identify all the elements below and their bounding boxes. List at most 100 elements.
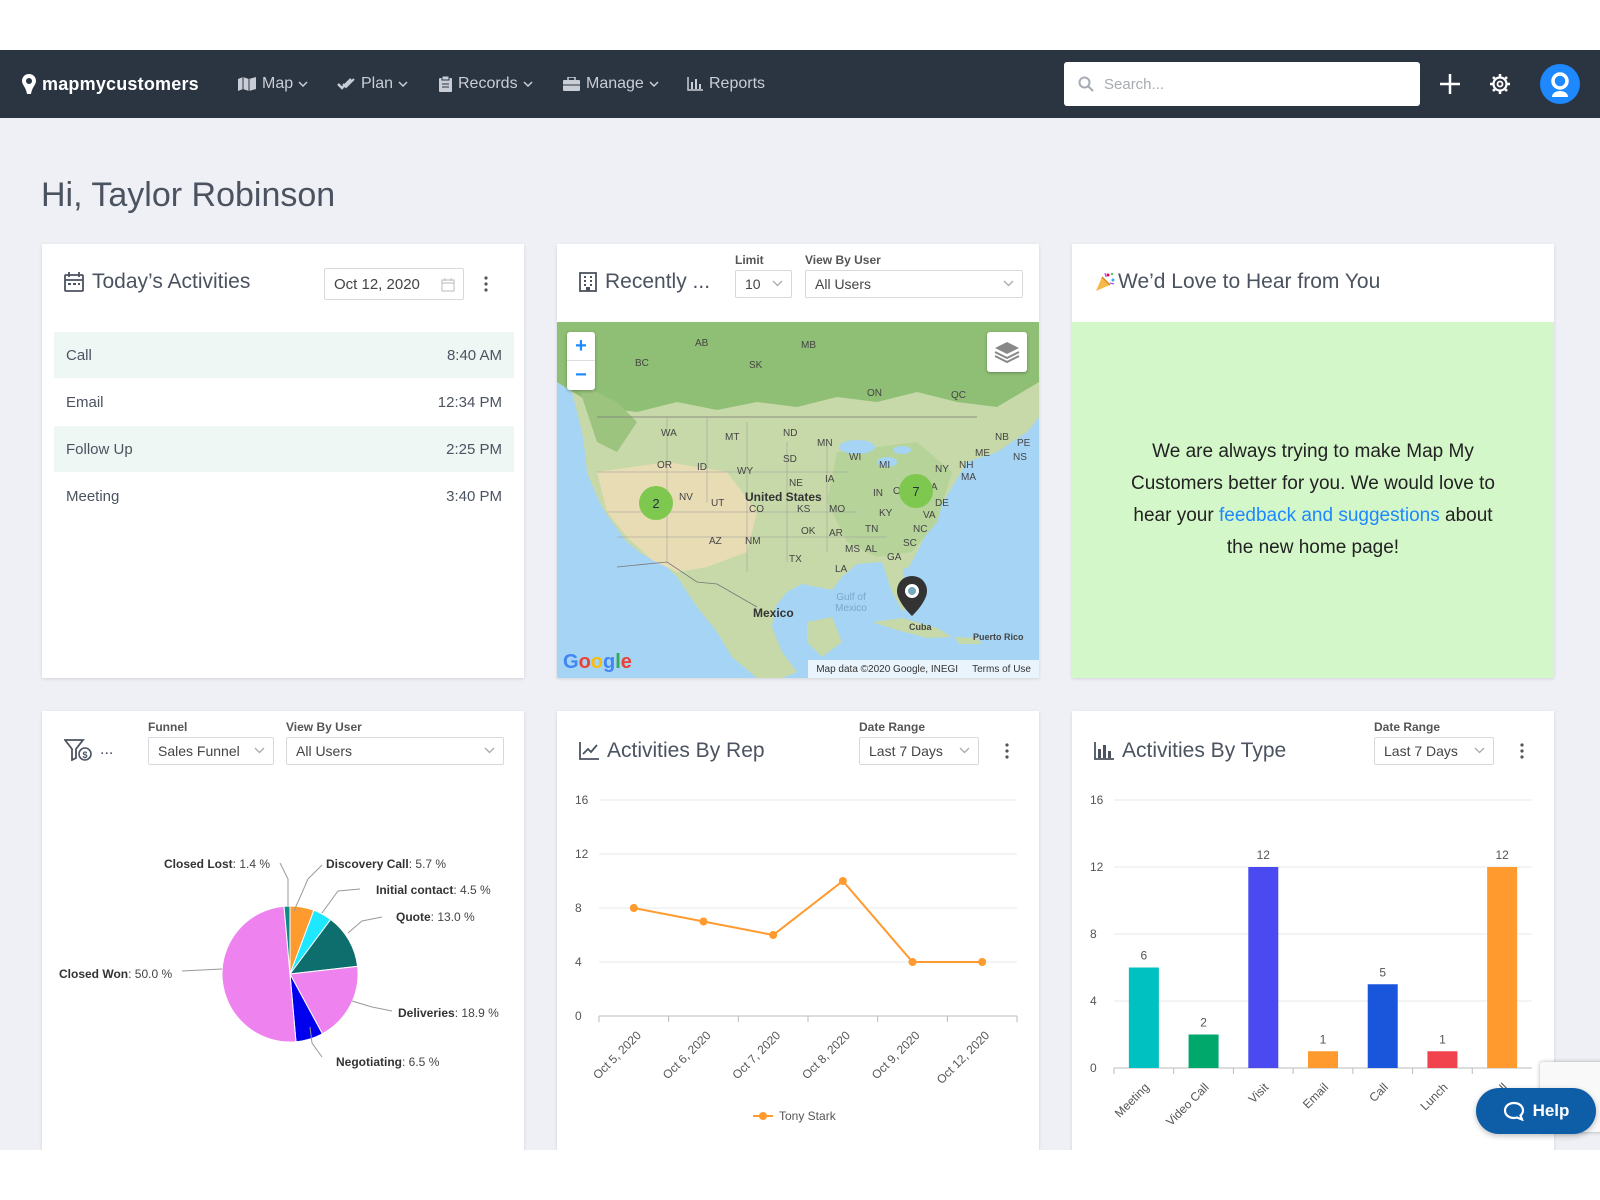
activity-name: Call bbox=[66, 346, 92, 364]
zoom-in-button[interactable]: + bbox=[567, 332, 595, 361]
activity-row[interactable]: Call 8:40 AM bbox=[54, 332, 514, 378]
nav-plan-label: Plan bbox=[361, 75, 394, 92]
map-label: NV bbox=[679, 492, 693, 503]
limit-value: 10 bbox=[745, 276, 761, 292]
map-cluster[interactable]: 7 bbox=[899, 474, 933, 508]
map-label: MI bbox=[879, 460, 891, 471]
pie-label-closed-lost: Closed Lost: 1.4 % bbox=[164, 857, 271, 871]
chat-bubble-icon bbox=[1503, 1101, 1524, 1121]
y-tick-label: 12 bbox=[575, 847, 589, 861]
view-by-user-select[interactable]: All Users bbox=[286, 737, 504, 765]
rep-chart-menu-button[interactable] bbox=[997, 739, 1017, 763]
gear-icon bbox=[1490, 74, 1510, 94]
funnel-value: Sales Funnel bbox=[158, 743, 240, 759]
help-button[interactable]: Help bbox=[1476, 1088, 1596, 1134]
add-button[interactable] bbox=[1432, 66, 1468, 102]
view-by-user-value: All Users bbox=[815, 276, 872, 292]
data-point bbox=[769, 931, 778, 939]
y-tick-label: 4 bbox=[575, 955, 582, 969]
map-attribution: Map data ©2020 Google, INEGI Terms of Us… bbox=[808, 660, 1039, 678]
date-range-value: Last 7 Days bbox=[869, 743, 943, 759]
chevron-down-icon bbox=[649, 81, 659, 87]
map-label: OR bbox=[657, 460, 672, 471]
x-tick-label: Oct 7, 2020 bbox=[730, 1028, 784, 1082]
funnel-dollar-icon: $ bbox=[64, 739, 92, 761]
limit-select[interactable]: 10 bbox=[735, 270, 792, 298]
data-point bbox=[629, 904, 638, 912]
date-range-label: Date Range bbox=[1374, 720, 1441, 734]
todays-activities-title: Today’s Activities bbox=[64, 270, 250, 294]
nav-manage[interactable]: Manage bbox=[563, 72, 659, 96]
activities-menu-button[interactable] bbox=[476, 272, 496, 296]
chevron-down-icon bbox=[254, 747, 265, 754]
map-label: AL bbox=[865, 544, 878, 555]
activities-by-rep-card: Activities By Rep Date Range Last 7 Days… bbox=[557, 711, 1039, 1150]
map-label: NM bbox=[745, 536, 761, 547]
search-input[interactable] bbox=[1104, 75, 1404, 93]
pie-label-pct: 50.0 % bbox=[134, 967, 173, 981]
map-label: WI bbox=[849, 452, 862, 463]
activity-row[interactable]: Email 12:34 PM bbox=[54, 379, 514, 425]
view-by-user-label: View By User bbox=[805, 253, 881, 267]
pie-leader-line bbox=[347, 916, 383, 934]
map-label: MB bbox=[801, 340, 816, 351]
date-range-select[interactable]: Last 7 Days bbox=[1374, 737, 1494, 765]
map-layers-button[interactable] bbox=[987, 332, 1027, 372]
limit-label: Limit bbox=[735, 253, 764, 267]
map-label: ON bbox=[867, 388, 882, 399]
map-label: IA bbox=[825, 474, 835, 485]
nav-records[interactable]: Records bbox=[439, 72, 533, 96]
zoom-out-button[interactable]: − bbox=[575, 364, 587, 386]
map-label: SC bbox=[903, 538, 917, 549]
feedback-link[interactable]: feedback and suggestions bbox=[1218, 505, 1440, 526]
date-picker[interactable]: Oct 12, 2020 bbox=[324, 268, 464, 300]
pie-leader-line bbox=[293, 864, 323, 912]
map-cluster[interactable]: 2 bbox=[639, 486, 673, 520]
page-greeting: Hi, Taylor Robinson bbox=[41, 176, 336, 214]
funnel-select[interactable]: Sales Funnel bbox=[148, 737, 274, 765]
date-range-select[interactable]: Last 7 Days bbox=[859, 737, 979, 765]
pie-label-quote: Quote: 13.0 % bbox=[396, 910, 475, 924]
map-label: SK bbox=[749, 360, 763, 371]
nav-plan[interactable]: Plan bbox=[337, 72, 408, 96]
map-label: WY bbox=[737, 466, 754, 477]
bar-value-label: 6 bbox=[1141, 949, 1148, 963]
terms-link[interactable]: Terms of Use bbox=[972, 663, 1031, 675]
user-avatar[interactable] bbox=[1540, 64, 1580, 104]
chevron-down-icon bbox=[523, 81, 533, 87]
bar bbox=[1427, 1051, 1458, 1068]
map-label: Puerto Rico bbox=[973, 632, 1024, 642]
view-by-user-select[interactable]: All Users bbox=[805, 270, 1023, 298]
settings-button[interactable] bbox=[1482, 66, 1518, 102]
activity-row[interactable]: Follow Up 2:25 PM bbox=[54, 426, 514, 472]
legend-marker bbox=[759, 1112, 767, 1120]
pie-label-pct: 6.5 % bbox=[408, 1055, 440, 1069]
x-tick-label: Email bbox=[1300, 1080, 1331, 1111]
type-chart-menu-button[interactable] bbox=[1512, 739, 1532, 763]
series-line bbox=[633, 879, 983, 963]
bar-value-label: 5 bbox=[1379, 965, 1386, 979]
map-label: BC bbox=[635, 358, 649, 369]
map-terrain bbox=[557, 322, 1039, 678]
map-label: UT bbox=[711, 498, 725, 509]
map-label: QC bbox=[951, 390, 966, 401]
nav-reports[interactable]: Reports bbox=[687, 72, 765, 96]
activity-row[interactable]: Meeting 3:40 PM bbox=[54, 473, 514, 519]
activity-name: Follow Up bbox=[66, 440, 133, 458]
date-range-value: Last 7 Days bbox=[1384, 743, 1458, 759]
map-label: KS bbox=[797, 504, 811, 515]
recently-card: Recently ... Limit 10 View By User All U… bbox=[557, 244, 1039, 678]
map-label: MN bbox=[817, 438, 833, 449]
brand-logo[interactable]: mapmycustomers bbox=[22, 72, 199, 96]
pie-label-name: Quote bbox=[396, 910, 431, 924]
nav-map[interactable]: Map bbox=[238, 72, 308, 96]
bar bbox=[1487, 867, 1518, 1068]
app-frame: mapmycustomers Map Plan Records Manage R… bbox=[0, 50, 1600, 1150]
feedback-card: We’d Love to Hear from You We are always… bbox=[1072, 244, 1554, 678]
kebab-icon bbox=[484, 276, 488, 292]
search-box[interactable] bbox=[1064, 62, 1420, 106]
pie-label-name: Closed Won bbox=[59, 967, 129, 981]
activities-by-type-title-text: Activities By Type bbox=[1122, 739, 1287, 762]
map-pin-icon[interactable] bbox=[895, 574, 929, 618]
map-view[interactable]: + − AB BC SK MB ON QC NB PE NS WA MT ND … bbox=[557, 322, 1039, 678]
